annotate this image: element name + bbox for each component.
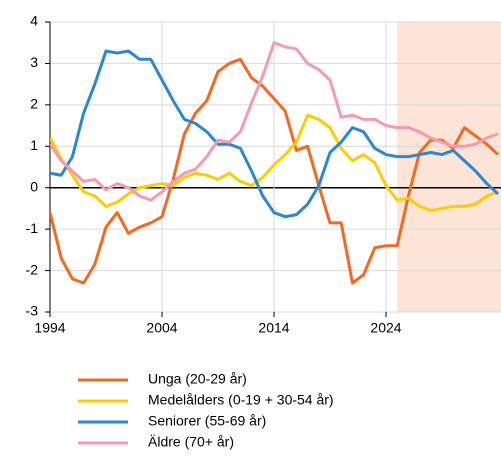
y-tick-label: -2 [26,261,39,277]
legend-label: Unga (20-29 år) [148,371,247,387]
series-line [50,49,500,219]
y-tick-label: 4 [30,13,38,29]
y-tick-label: 2 [30,96,38,112]
x-tick-label: 2014 [258,320,289,336]
legend-label: Äldre (70+ år) [148,434,234,450]
x-tick-label: 2004 [146,320,177,336]
forecast-region [397,22,501,312]
y-tick-label: 0 [30,178,38,194]
y-tick-label: -3 [26,303,39,319]
legend-label: Medelålders (0-19 + 30-54 år) [148,392,334,408]
series-line [50,113,499,212]
x-tick-label: 1994 [34,320,65,336]
x-tick-label: 2024 [370,320,401,336]
legend-label: Seniorer (55-69 år) [148,413,266,429]
series-line [50,41,499,202]
series-line [50,57,500,285]
y-tick-label: 3 [30,54,38,70]
y-tick-label: -1 [26,220,39,236]
y-tick-label: 1 [30,137,38,153]
